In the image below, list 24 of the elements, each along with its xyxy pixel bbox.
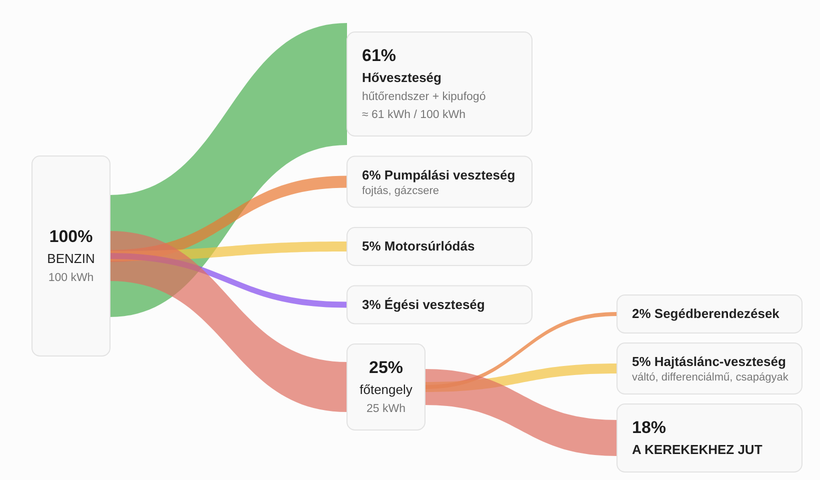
category-label: BENZIN bbox=[47, 251, 95, 266]
data-label: 100% bbox=[49, 227, 93, 246]
category-label: Hajtáslánc-veszteség bbox=[654, 354, 786, 369]
data-label: 5% bbox=[632, 354, 652, 369]
data-label: 61% bbox=[362, 46, 396, 65]
data-label: 2% bbox=[632, 306, 652, 321]
category-label: A KEREKEKHEZ JUT bbox=[632, 442, 762, 457]
category-label: Égési veszteség bbox=[384, 296, 485, 312]
data-label: 18% bbox=[632, 418, 666, 437]
data-label: 3% bbox=[362, 296, 382, 312]
text: fojtás, gázcsere bbox=[362, 184, 440, 197]
category-label: Pumpálási veszteség bbox=[384, 167, 516, 182]
text: hűtőrendszer + kipufogó bbox=[362, 91, 486, 103]
category-label: Segédberendezések bbox=[654, 306, 780, 321]
text: ≈ 61 kWh / 100 kWh bbox=[362, 109, 466, 121]
category-label: főtengely bbox=[360, 382, 413, 397]
data-label: 25% bbox=[368, 358, 404, 377]
category-label: Hőveszteség bbox=[362, 70, 442, 85]
text: 100 kWh bbox=[48, 272, 94, 284]
data-label: 6% bbox=[362, 167, 382, 182]
data-label: 5% bbox=[362, 238, 382, 254]
text: váltó, differenciálmű, csapágyak bbox=[632, 372, 788, 384]
category-label: Motorsúrlódás bbox=[384, 238, 475, 254]
text: 25 kWh bbox=[366, 403, 406, 415]
